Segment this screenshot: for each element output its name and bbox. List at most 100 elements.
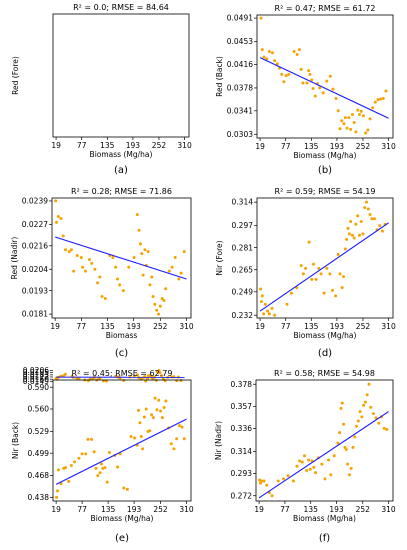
x-tick-label: 19 — [255, 142, 265, 151]
data-point — [142, 415, 146, 419]
data-point — [354, 222, 358, 226]
data-point — [323, 477, 327, 481]
data-point — [151, 416, 155, 420]
y-axis-label: Nir (Fore) — [215, 240, 224, 275]
x-tick-label: 135 — [304, 505, 319, 514]
data-point — [98, 275, 102, 279]
data-point — [328, 74, 332, 78]
panel-e: 19 77 135 193 252 310 0.438 0.468 0.499 0.529 0.56… — [11, 369, 194, 544]
data-point — [349, 127, 353, 131]
data-point — [61, 234, 65, 238]
data-point — [360, 415, 364, 419]
data-point — [144, 407, 148, 411]
data-point — [127, 265, 131, 269]
panel-caption: (a) — [114, 165, 128, 176]
data-point — [356, 108, 360, 112]
data-point — [338, 127, 342, 131]
data-point — [347, 116, 351, 120]
y-tick-label: 0.590 — [28, 383, 50, 392]
data-point — [340, 286, 344, 290]
data-point — [299, 67, 303, 71]
y-tick-label: 0.0193 — [22, 286, 48, 295]
data-point — [182, 437, 186, 441]
x-axis-label: Biomass (Mg/ha) — [294, 331, 357, 340]
data-point — [132, 256, 136, 260]
data-point — [55, 495, 59, 499]
data-point — [79, 256, 83, 260]
y-tick-label: 0.0341 — [227, 106, 253, 115]
data-point — [273, 313, 277, 317]
data-point — [312, 465, 316, 469]
x-tick-label: 252 — [356, 142, 371, 151]
y-tick-label: 0.314 — [231, 447, 253, 456]
y-tick-label: 0.0195 — [23, 368, 49, 377]
data-point — [357, 233, 361, 237]
x-tick-label: 193 — [330, 322, 345, 331]
panel-caption: (b) — [318, 165, 332, 176]
data-point — [295, 464, 299, 468]
data-point — [339, 406, 343, 410]
data-point — [347, 232, 351, 236]
data-point — [307, 69, 311, 73]
data-point — [260, 479, 264, 483]
data-point — [329, 473, 333, 477]
data-point — [111, 256, 115, 260]
x-tick-label: 193 — [329, 505, 344, 514]
y-tick-label: 0.232 — [232, 311, 254, 320]
panel-caption: (e) — [115, 533, 129, 544]
data-point — [361, 232, 365, 236]
x-tick-label: 252 — [152, 141, 167, 150]
data-point — [349, 466, 353, 470]
data-point — [260, 48, 264, 52]
panel-title: R² = 0.47; RMSE = 61.72 — [275, 4, 376, 13]
data-point — [308, 72, 312, 76]
data-point — [332, 454, 336, 458]
data-point — [314, 471, 318, 475]
data-point — [267, 312, 271, 316]
x-tick-label: 77 — [77, 322, 87, 331]
data-point — [143, 248, 147, 252]
x-axis-label: Biomass (Mg/ha) — [294, 151, 357, 160]
data-point — [118, 283, 122, 287]
data-point — [115, 277, 119, 281]
data-point — [275, 62, 279, 66]
regression-line — [259, 222, 389, 312]
data-point — [59, 482, 63, 486]
data-point — [373, 100, 377, 104]
data-point — [125, 487, 129, 491]
data-point — [280, 72, 284, 76]
data-point — [158, 371, 162, 375]
data-point — [263, 302, 267, 306]
data-point — [153, 302, 157, 306]
x-tick-label: 77 — [281, 142, 291, 151]
data-point — [363, 400, 367, 404]
data-point — [317, 266, 321, 270]
x-tick-label: 77 — [77, 505, 87, 514]
data-point — [364, 131, 368, 135]
data-point — [121, 289, 125, 293]
data-point — [308, 467, 312, 471]
data-point — [167, 269, 171, 273]
data-point — [69, 248, 73, 252]
data-point — [327, 458, 331, 462]
data-point — [86, 437, 90, 441]
data-point — [371, 412, 375, 416]
data-point — [384, 89, 388, 93]
data-point — [311, 87, 315, 91]
data-point — [282, 80, 286, 84]
data-point — [344, 447, 348, 451]
y-tick-label: 0.0204 — [22, 265, 48, 274]
data-point — [286, 474, 290, 478]
data-point — [259, 16, 263, 20]
data-point — [357, 113, 361, 117]
y-tick-label: 0.0303 — [227, 130, 253, 139]
data-point — [100, 295, 104, 299]
data-point — [105, 480, 109, 484]
data-point — [304, 266, 308, 270]
y-tick-label: 0.0453 — [227, 37, 253, 46]
data-point — [262, 479, 266, 483]
data-point — [94, 466, 98, 470]
data-point — [56, 468, 60, 472]
y-tick-label: 0.438 — [28, 493, 50, 502]
x-tick-label: 310 — [177, 141, 192, 150]
